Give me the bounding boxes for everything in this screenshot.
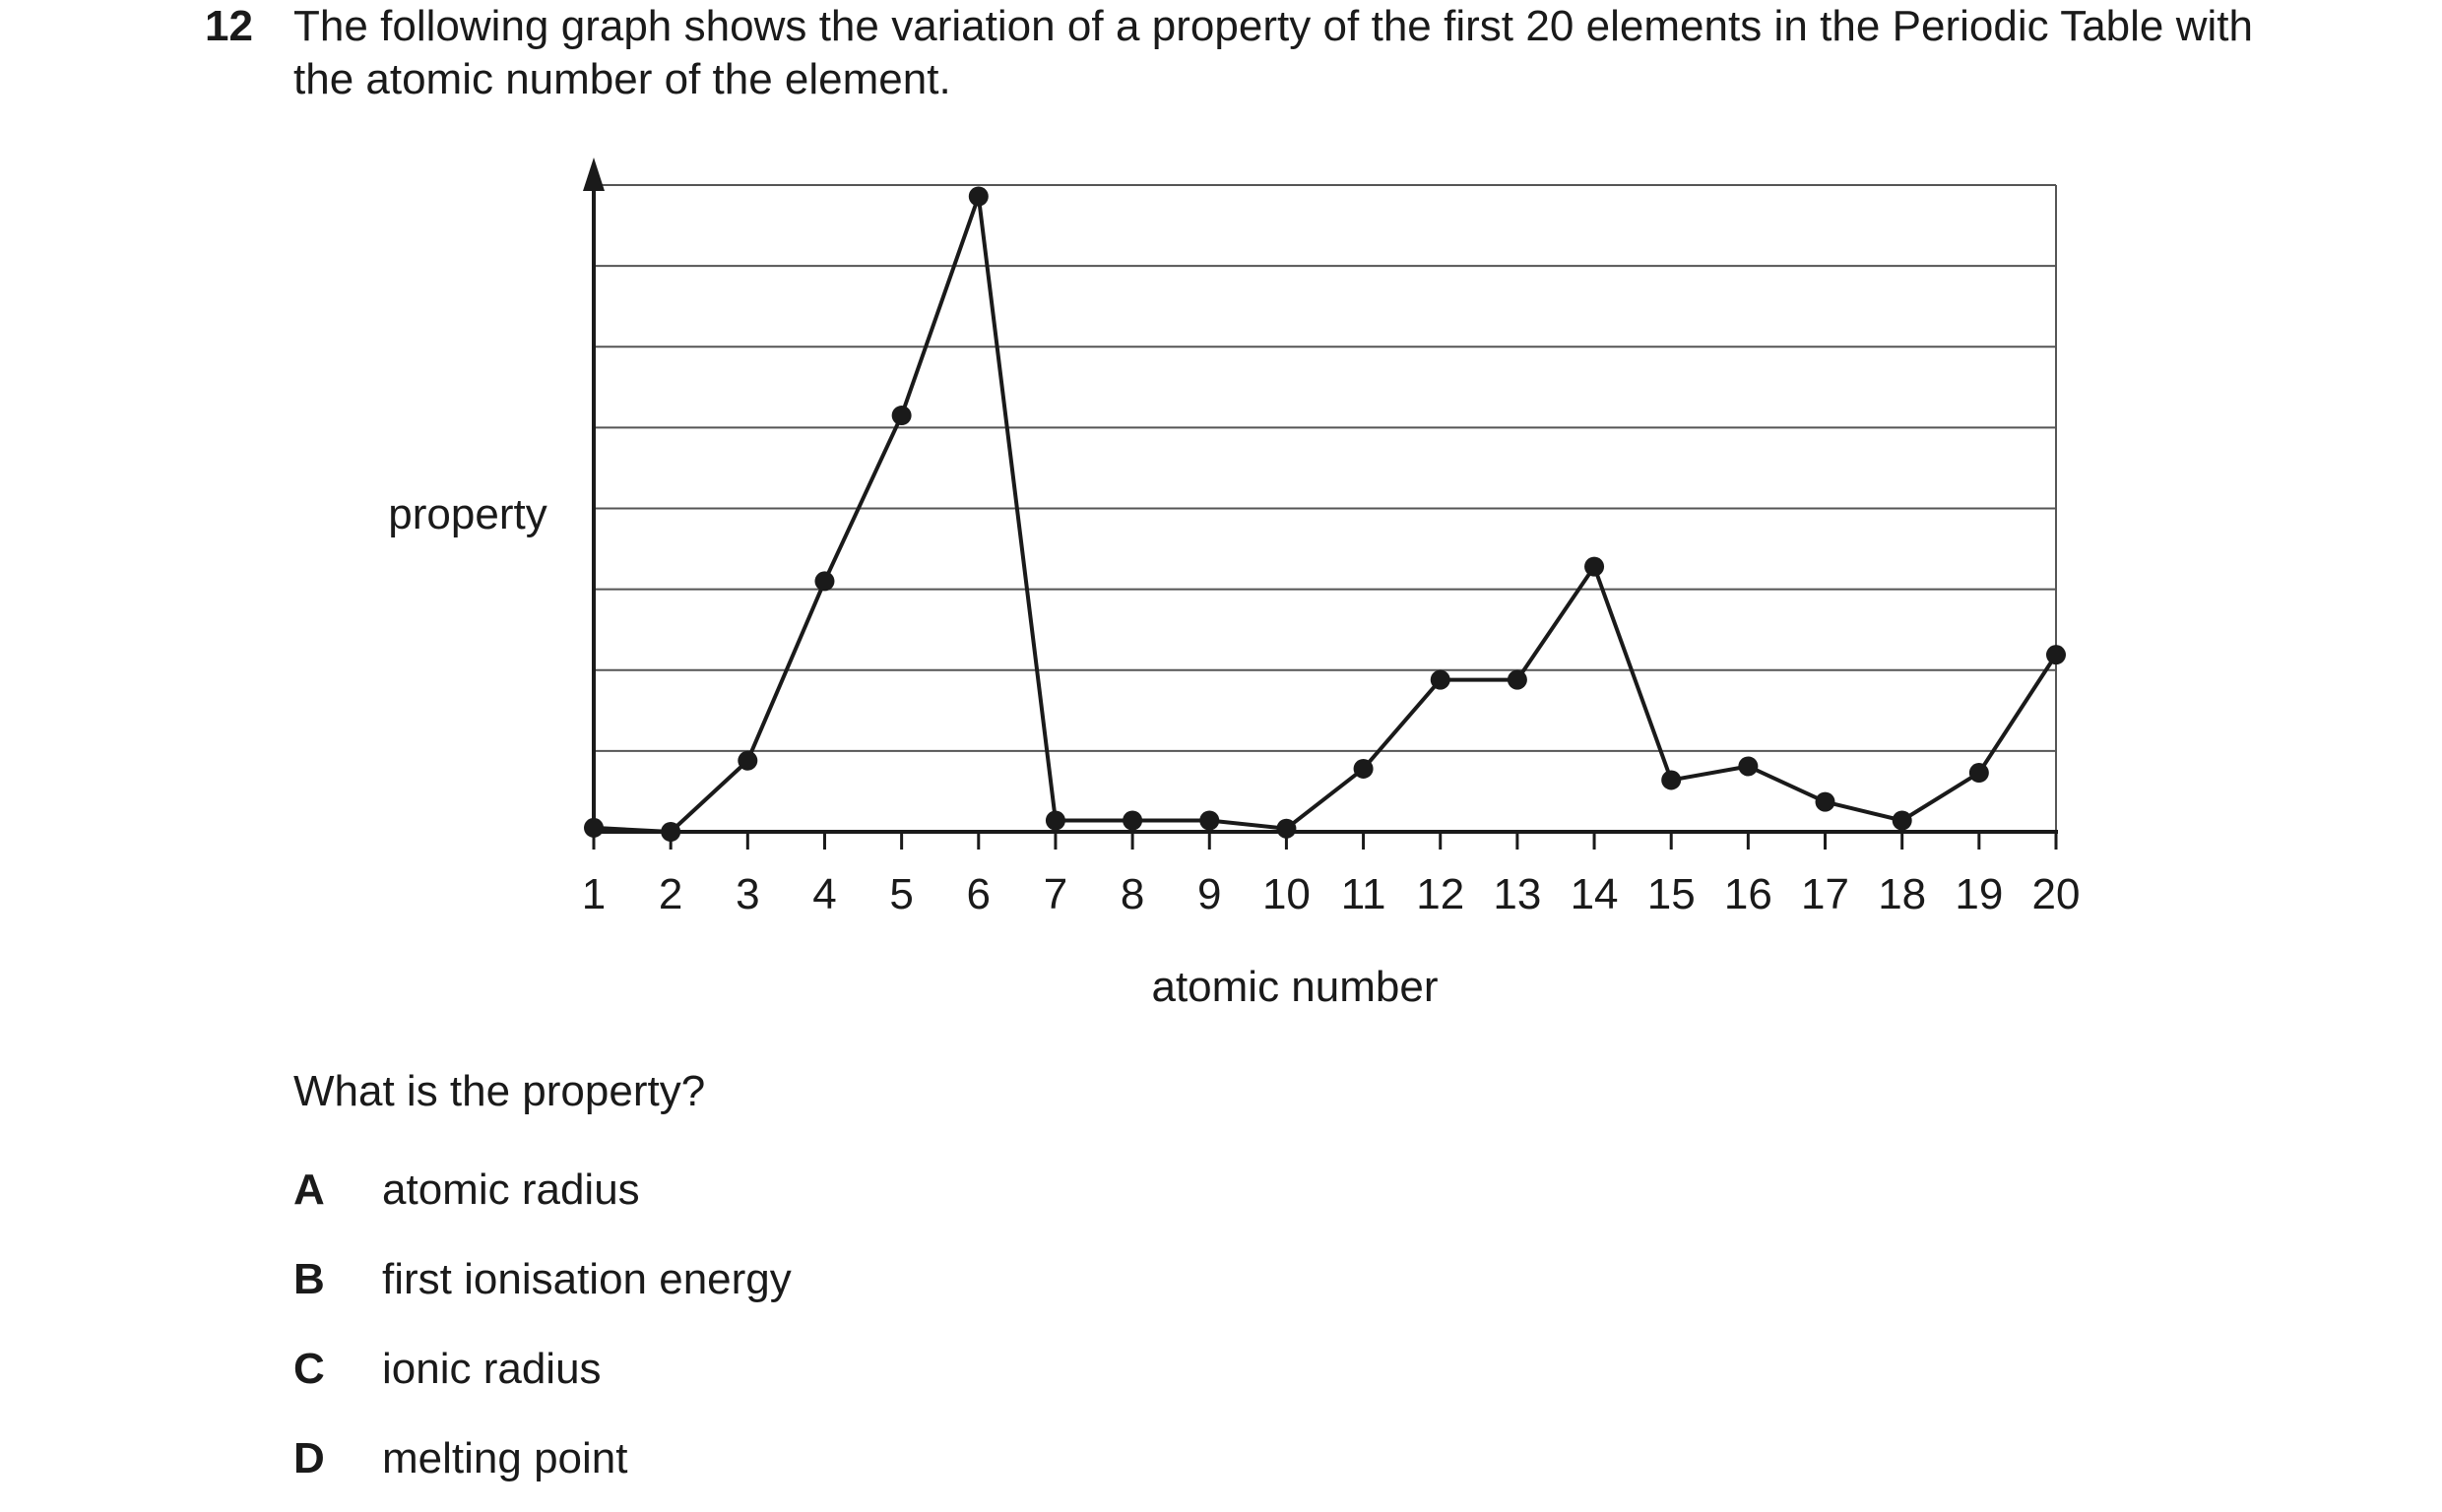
x-tick-label: 12	[1416, 870, 1464, 918]
option-b[interactable]: B first ionisation energy	[293, 1253, 1475, 1306]
x-axis-label: atomic number	[1151, 963, 1438, 1011]
x-tick-labels: 1 2 3 4 5 6 7 8 9 10 11 12 13 14 15 16 17 18 19 20	[582, 870, 2081, 918]
x-tick-label: 1	[582, 870, 606, 918]
question-prompt: What is the property?	[293, 1067, 706, 1115]
x-tick-label: 16	[1724, 870, 1772, 918]
y-axis-arrowhead	[583, 158, 605, 191]
y-axis-label: property	[388, 490, 546, 538]
data-point	[1045, 810, 1065, 831]
option-letter: A	[293, 1166, 325, 1214]
grid-lines	[594, 184, 2056, 752]
series-line	[593, 194, 2058, 834]
x-ticks	[592, 832, 2058, 850]
option-letter: D	[293, 1434, 325, 1482]
x-tick-label: 4	[812, 870, 836, 918]
data-point	[1661, 770, 1682, 790]
x-tick-label: 5	[889, 870, 913, 918]
option-text: atomic radius	[382, 1166, 640, 1214]
option-a[interactable]: A atomic radius	[293, 1164, 1475, 1217]
x-tick-label: 8	[1121, 870, 1144, 918]
x-tick-label: 18	[1878, 870, 1926, 918]
option-text: first ionisation energy	[382, 1255, 792, 1303]
question-number: 12	[205, 2, 253, 50]
question-text: The following graph shows the variation …	[293, 2, 2253, 103]
series-points	[584, 186, 2066, 842]
data-point	[1123, 810, 1143, 831]
x-tick-label: 20	[2032, 870, 2081, 918]
option-c[interactable]: C ionic radius	[293, 1343, 1475, 1396]
data-point	[1738, 756, 1759, 777]
option-letter: B	[293, 1255, 325, 1303]
x-tick-label: 2	[659, 870, 682, 918]
x-tick-label: 11	[1341, 870, 1386, 918]
x-tick-label: 6	[967, 870, 991, 918]
data-point	[814, 571, 835, 592]
data-point	[1353, 758, 1374, 779]
data-point	[1276, 818, 1297, 839]
option-letter: C	[293, 1345, 325, 1393]
option-d[interactable]: D melting point	[293, 1432, 1475, 1485]
x-tick-label: 7	[1044, 870, 1067, 918]
data-point	[738, 750, 758, 771]
data-point	[661, 822, 681, 842]
data-point	[1430, 669, 1450, 690]
data-point	[1892, 810, 1912, 831]
x-tick-label: 3	[736, 870, 759, 918]
data-point	[1815, 791, 1835, 812]
option-text: melting point	[382, 1434, 628, 1482]
option-text: ionic radius	[382, 1345, 602, 1393]
data-point	[891, 406, 912, 426]
x-tick-label: 9	[1197, 870, 1221, 918]
data-point	[1584, 556, 1605, 577]
data-point	[584, 817, 604, 838]
x-tick-label: 14	[1571, 870, 1619, 918]
data-point	[1199, 810, 1220, 831]
x-tick-label: 15	[1647, 870, 1696, 918]
data-point	[1507, 669, 1527, 690]
x-tick-label: 10	[1262, 870, 1311, 918]
property-vs-atomic-number-chart: 1 2 3 4 5 6 7 8 9 10 11 12 13 14 15 16 17 18 19 20 property…	[388, 158, 2081, 1011]
x-tick-label: 17	[1801, 870, 1849, 918]
data-point	[968, 186, 989, 207]
data-point	[2046, 645, 2066, 665]
x-tick-label: 19	[1955, 870, 2003, 918]
x-tick-label: 13	[1493, 870, 1541, 918]
data-point	[1968, 763, 1989, 784]
